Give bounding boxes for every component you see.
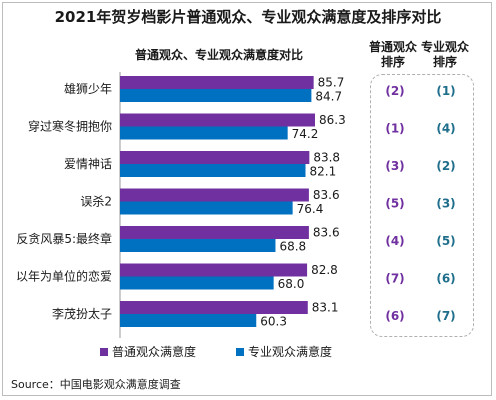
bar-professional [120, 201, 293, 215]
bar-professional [120, 239, 276, 252]
category-label: 反贪风暴5:最终章 [16, 231, 112, 246]
rank-professional: (2) [436, 159, 455, 173]
data-label-professional: 74.2 [292, 127, 319, 141]
bar-professional [120, 89, 312, 102]
legend-swatch-professional [236, 348, 244, 356]
category-label: 爱情神话 [64, 157, 112, 171]
rank-professional: (7) [436, 309, 455, 323]
general-rank-header-line1: 普通观众 [368, 40, 417, 54]
category-label: 误杀2 [80, 194, 112, 209]
rank-general: (7) [385, 272, 404, 286]
data-label-general: 82.8 [311, 263, 338, 277]
professional-rank-header: 专业观众 排序 [418, 40, 472, 70]
bar-general [120, 301, 308, 314]
bar-general [120, 113, 315, 127]
rank-general: (3) [385, 159, 404, 173]
data-label-general: 83.1 [312, 301, 339, 315]
legend-swatch-general [100, 348, 108, 356]
category-label: 以年为单位的恋爱 [16, 269, 112, 284]
bar-professional [120, 276, 274, 290]
rank-professional: (1) [436, 84, 455, 98]
professional-rank-header-line1: 专业观众 [420, 40, 469, 54]
bar-general [120, 76, 314, 89]
source-note: Source：中国电影观众满意度调查 [11, 378, 181, 391]
rank-professional: (6) [436, 272, 455, 286]
bar-professional [120, 314, 257, 327]
data-label-professional: 82.1 [310, 165, 337, 179]
category-label: 雄狮少年 [64, 81, 112, 96]
rank-professional: (3) [436, 197, 455, 211]
rank-professional: (4) [436, 122, 455, 136]
rank-general: (1) [385, 122, 404, 136]
legend-label-general: 普通观众满意度 [112, 344, 196, 359]
data-label-general: 83.6 [313, 188, 340, 202]
rank-general: (4) [385, 234, 404, 248]
data-label-general: 86.3 [319, 113, 346, 127]
bar-professional [120, 126, 288, 140]
rank-general: (5) [385, 197, 404, 211]
chart-title: 2021年贺岁档影片普通观众、专业观众满意度及排序对比 [54, 8, 442, 26]
rank-professional: (5) [436, 234, 455, 248]
category-label: 穿过寒冬拥抱你 [28, 119, 112, 134]
data-label-general: 83.8 [313, 151, 340, 165]
data-label-professional: 68.8 [279, 240, 306, 254]
bar-general [120, 263, 308, 277]
bar-general [120, 188, 309, 202]
chart-frame [2, 2, 492, 396]
data-label-professional: 76.4 [297, 202, 324, 216]
professional-rank-header-line2: 排序 [432, 55, 457, 69]
rank-box [370, 74, 474, 337]
chart-subtitle: 普通观众、专业观众满意度对比 [134, 48, 303, 62]
data-label-professional: 60.3 [260, 315, 287, 329]
bar-general [120, 151, 310, 164]
rank-general: (2) [385, 84, 404, 98]
general-rank-header-line2: 排序 [380, 55, 405, 69]
bar-general [120, 226, 309, 239]
bar-professional [120, 164, 306, 177]
data-label-professional: 68.0 [278, 277, 305, 291]
general-rank-header: 普通观众 排序 [366, 40, 420, 70]
rank-general: (6) [385, 309, 404, 323]
data-label-professional: 84.7 [315, 90, 342, 104]
legend-label-professional: 专业观众满意度 [248, 344, 332, 359]
data-label-general: 85.7 [318, 76, 345, 90]
data-label-general: 83.6 [313, 226, 340, 240]
category-label: 李茂扮太子 [52, 306, 112, 321]
